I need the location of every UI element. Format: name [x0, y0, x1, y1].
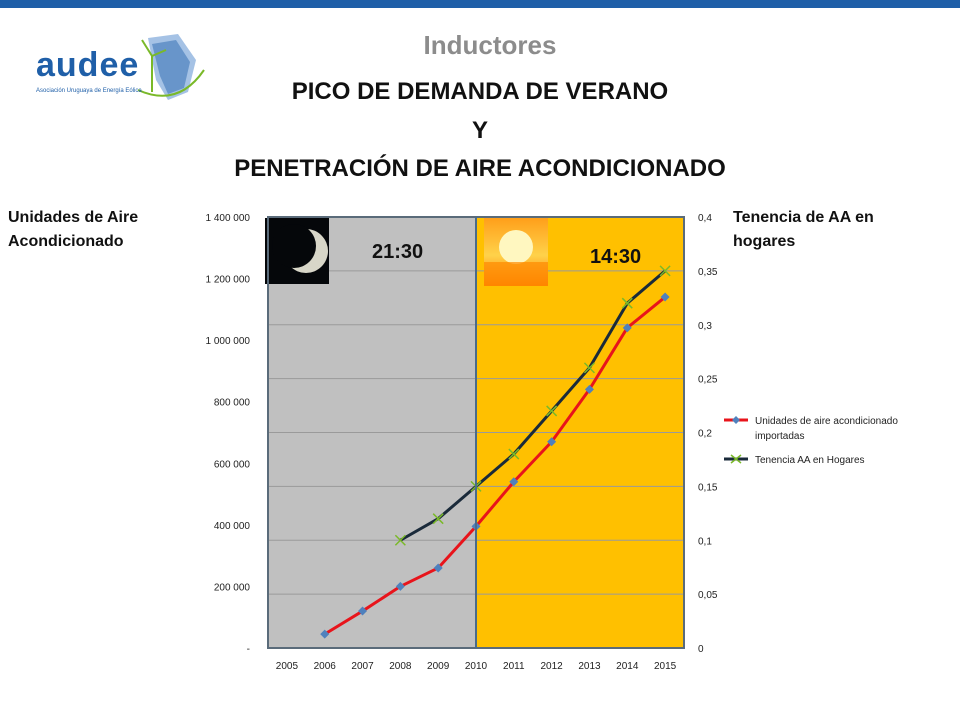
data-point — [659, 265, 671, 277]
night-time-label: 21:30 — [372, 241, 423, 263]
x-axis-tick-label: 2012 — [541, 661, 564, 672]
data-point — [583, 362, 595, 374]
data-point — [395, 581, 405, 591]
left-axis-title: Unidades de Aire Acondicionado — [8, 206, 138, 254]
right-axis-title: Tenencia de AA en hogares — [733, 206, 874, 254]
right-axis-tick-label: 0,1 — [698, 536, 712, 547]
x-axis-tick-label: 2014 — [616, 661, 639, 672]
right-axis-tick-label: 0,2 — [698, 429, 712, 440]
legend-marker-1 — [730, 454, 742, 464]
legend-marker-0 — [732, 416, 740, 424]
data-point — [432, 513, 444, 525]
left-axis-tick-label: 1 200 000 — [206, 275, 251, 286]
right-axis-tick-label: 0 — [698, 644, 704, 655]
x-axis-tick-label: 2007 — [351, 661, 374, 672]
audee-logo: audee Asociación Uruguaya de Energía Eól… — [28, 30, 208, 102]
logo-wordmark: audee — [36, 46, 140, 84]
data-point — [660, 292, 670, 302]
data-point — [621, 297, 633, 309]
data-point — [394, 534, 406, 546]
data-point — [320, 629, 330, 639]
data-point — [584, 384, 594, 394]
series-line-1 — [399, 269, 667, 542]
title-line-3: PENETRACIÓN DE AIRE ACONDICIONADO — [234, 155, 726, 182]
left-axis-tick-label: 600 000 — [214, 459, 251, 470]
section-title: Inductores — [423, 30, 557, 60]
data-point — [546, 405, 558, 417]
x-axis-tick-label: 2009 — [427, 661, 450, 672]
left-axis-tick-label: 200 000 — [214, 582, 251, 593]
left-axis-title-line-1: Unidades de Aire — [8, 209, 139, 226]
right-axis-tick-label: 0,05 — [698, 590, 718, 601]
left-axis-tick-label: 800 000 — [214, 398, 251, 409]
x-axis-tick-label: 2010 — [465, 661, 488, 672]
top-accent-bar — [0, 0, 960, 8]
title-line-1: PICO DE DEMANDA DE VERANO — [291, 78, 669, 105]
left-axis-tick-label: 1 400 000 — [206, 213, 251, 224]
right-axis-tick-label: 0,25 — [698, 375, 718, 386]
data-point — [622, 323, 632, 333]
right-axis-tick-label: 0,3 — [698, 321, 712, 332]
left-axis-title-line-2: Acondicionado — [8, 233, 124, 250]
legend-label-1: Tenencia AA en Hogares — [755, 455, 865, 466]
x-axis-tick-label: 2013 — [578, 661, 601, 672]
data-point — [547, 437, 557, 447]
right-axis-tick-label: 0,35 — [698, 267, 718, 278]
wind-turbine-icon — [137, 34, 205, 100]
legend-label-0: Unidades de aire acondicionado importadas — [755, 416, 898, 442]
right-axis-tick-label: 0,4 — [698, 213, 712, 224]
data-point — [509, 477, 519, 487]
right-axis-title-line-1: Tenencia de AA en — [733, 209, 874, 226]
x-axis-tick-label: 2015 — [654, 661, 677, 672]
x-axis-tick-label: 2005 — [276, 661, 299, 672]
left-axis-tick-label: 1 000 000 — [206, 336, 251, 347]
series-line-0 — [323, 295, 667, 636]
x-axis-tick-label: 2008 — [389, 661, 412, 672]
day-time-label: 14:30 — [590, 246, 641, 268]
data-point — [508, 448, 520, 460]
logo-tagline: Asociación Uruguaya de Energía Eólica — [36, 88, 142, 94]
moon-icon — [265, 218, 329, 284]
title-line-2: Y — [471, 117, 488, 144]
x-axis-tick-label: 2006 — [314, 661, 337, 672]
right-axis-tick-label: 0,15 — [698, 482, 718, 493]
data-point — [358, 606, 368, 616]
left-axis-tick-label: - — [247, 644, 250, 655]
sun-icon — [484, 218, 548, 286]
x-axis-tick-label: 2011 — [503, 661, 525, 672]
data-point — [433, 563, 443, 573]
right-axis-title-line-2: hogares — [733, 233, 796, 250]
left-axis-tick-label: 400 000 — [214, 521, 251, 532]
